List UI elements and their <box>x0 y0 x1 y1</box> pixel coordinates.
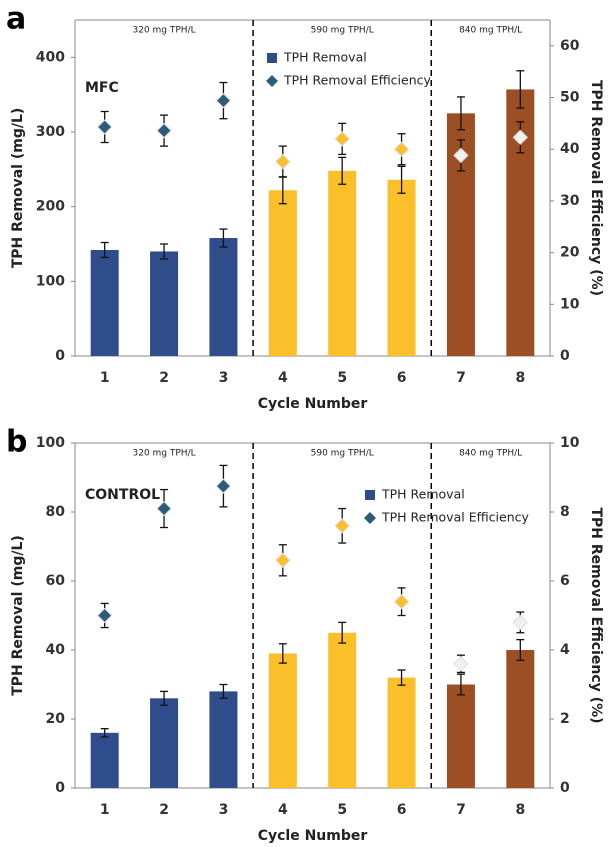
y2-tick-label: 10 <box>560 435 580 451</box>
x-tick-label: 7 <box>456 802 466 818</box>
y-axis-label: TPH Removal (mg/L) <box>10 108 26 269</box>
x-tick-label: 1 <box>100 370 110 386</box>
diamond-marker <box>334 131 350 147</box>
bar <box>150 698 179 788</box>
bar <box>209 238 238 356</box>
region-label: 590 mg TPH/L <box>311 26 374 36</box>
bar <box>446 684 475 788</box>
x-tick-label: 6 <box>397 802 407 818</box>
x-tick-label: 7 <box>456 370 466 386</box>
y-tick-label: 100 <box>36 273 65 289</box>
panel: b 0 20 40 60 80 100 0 2 4 6 8 10 320 mg TPH/L 590 mg T… <box>6 425 604 845</box>
diamond-marker <box>215 92 232 109</box>
x-tick-label: 2 <box>159 802 169 818</box>
legend-swatch <box>267 53 277 63</box>
diamond-marker <box>453 147 469 164</box>
annotation: MFC <box>85 80 119 96</box>
y2-tick-label: 0 <box>560 348 570 364</box>
bar <box>387 677 416 788</box>
bar <box>268 653 297 788</box>
region-label: 840 mg TPH/L <box>459 26 522 36</box>
y-tick-label: 0 <box>55 780 65 796</box>
bar <box>150 251 179 356</box>
diamond-marker <box>512 614 529 631</box>
bar <box>506 650 535 788</box>
x-axis-label: Cycle Number <box>258 396 368 412</box>
x-tick-label: 8 <box>515 802 525 818</box>
y-tick-label: 0 <box>55 348 65 364</box>
legend-label: TPH Removal <box>283 50 367 65</box>
diamond-marker <box>156 500 172 517</box>
y2-tick-label: 10 <box>560 296 580 312</box>
diamond-marker <box>393 593 410 610</box>
annotation: CONTROL <box>85 487 160 503</box>
bar <box>90 732 119 788</box>
y2-tick-label: 4 <box>560 642 570 658</box>
x-tick-label: 5 <box>337 370 347 386</box>
legend-swatch <box>365 490 375 500</box>
x-tick-label: 3 <box>219 370 229 386</box>
region-label: 590 mg TPH/L <box>311 449 374 459</box>
y-tick-label: 300 <box>36 124 65 140</box>
y2-tick-label: 50 <box>560 90 580 106</box>
legend-label: TPH Removal <box>381 487 465 502</box>
y2-tick-label: 0 <box>560 780 570 796</box>
diamond-marker <box>156 122 172 139</box>
y-tick-label: 200 <box>36 199 65 215</box>
x-tick-label: 6 <box>397 370 407 386</box>
diamond-marker <box>453 656 469 672</box>
legend-label: TPH Removal Efficiency <box>381 510 530 525</box>
diamond-marker <box>393 141 410 157</box>
x-axis-label: Cycle Number <box>258 828 368 844</box>
y-tick-label: 20 <box>46 711 66 727</box>
bar <box>328 170 357 356</box>
panel-label: a <box>6 2 26 37</box>
region-label: 320 mg TPH/L <box>133 26 196 36</box>
x-tick-label: 2 <box>159 370 169 386</box>
diamond-marker <box>275 153 291 170</box>
diamond-marker <box>275 552 291 569</box>
y-tick-label: 40 <box>46 642 66 658</box>
y2-axis-label: TPH Removal Efficiency (%) <box>588 80 604 296</box>
x-tick-label: 4 <box>278 802 288 818</box>
x-tick-label: 8 <box>515 370 525 386</box>
y2-tick-label: 20 <box>560 245 580 261</box>
diamond-marker <box>215 478 232 494</box>
panel-label: b <box>6 425 27 460</box>
legend-label: TPH Removal Efficiency <box>283 73 432 88</box>
bar <box>328 632 357 788</box>
diamond-marker <box>96 119 113 135</box>
region-label: 840 mg TPH/L <box>459 449 522 459</box>
x-tick-label: 4 <box>278 370 288 386</box>
y2-tick-label: 8 <box>560 504 570 520</box>
bar <box>268 190 297 356</box>
y2-tick-label: 60 <box>560 38 580 54</box>
bar <box>209 691 238 788</box>
x-tick-label: 5 <box>337 802 347 818</box>
x-tick-label: 3 <box>219 802 229 818</box>
y2-tick-label: 2 <box>560 711 570 727</box>
y-axis-label: TPH Removal (mg/L) <box>10 535 26 696</box>
bar <box>387 179 416 356</box>
legend-swatch <box>266 75 278 87</box>
panel: a 0 100 200 300 400 0 10 20 30 40 50 60 320 mg TPH/L 5… <box>6 2 604 413</box>
x-tick-label: 1 <box>100 802 110 818</box>
diamond-marker <box>96 607 113 624</box>
y2-tick-label: 6 <box>560 573 570 589</box>
y-tick-label: 400 <box>36 49 65 65</box>
y-tick-label: 80 <box>46 504 66 520</box>
diamond-marker <box>512 129 529 146</box>
y2-axis-label: TPH Removal Efficiency (%) <box>588 508 604 724</box>
y-tick-label: 60 <box>46 573 66 589</box>
y2-tick-label: 40 <box>560 141 580 157</box>
legend-swatch <box>364 512 376 524</box>
y-tick-label: 100 <box>36 435 65 451</box>
y2-tick-label: 30 <box>560 193 580 209</box>
diamond-marker <box>334 518 350 534</box>
region-label: 320 mg TPH/L <box>133 449 196 459</box>
bar <box>90 249 119 356</box>
